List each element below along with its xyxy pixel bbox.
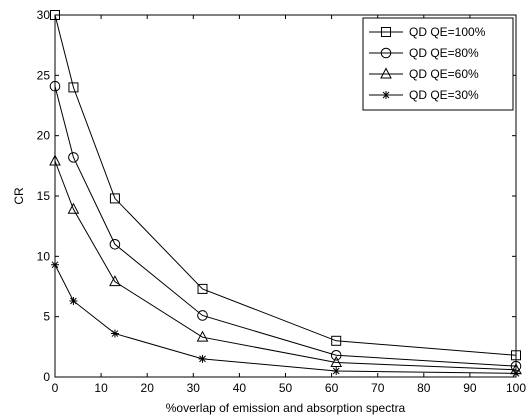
data-point-square bbox=[68, 82, 79, 93]
legend-label: QD QE=60% bbox=[409, 67, 479, 81]
data-point-square bbox=[331, 335, 342, 346]
y-tick-label: 25 bbox=[37, 68, 51, 82]
y-tick-label: 20 bbox=[37, 129, 51, 143]
x-tick-label: 90 bbox=[463, 381, 477, 395]
legend-marker-square bbox=[381, 27, 391, 37]
y-tick-label: 15 bbox=[37, 189, 51, 203]
data-point-square bbox=[511, 350, 521, 361]
x-tick-label: 20 bbox=[141, 381, 155, 395]
series-line bbox=[54, 14, 517, 356]
tick-labels: 0 10 20 30 40 50 60 70 80 90 100 0 5 10 15 20 25 30 bbox=[37, 8, 527, 395]
data-point-star bbox=[69, 296, 78, 305]
legend-marker-circle bbox=[380, 47, 392, 59]
data-point-triangle bbox=[109, 275, 121, 287]
x-axis-label: %overlap of emission and absorption spec… bbox=[166, 401, 406, 415]
data-point-star bbox=[110, 329, 119, 338]
x-tick-label: 40 bbox=[233, 381, 247, 395]
x-tick-label: 30 bbox=[187, 381, 201, 395]
legend-item: QD QE=30% bbox=[369, 88, 479, 102]
data-point-star bbox=[51, 260, 59, 269]
data-point-circle bbox=[197, 310, 208, 321]
x-tick-label: 50 bbox=[279, 381, 293, 395]
data-point-triangle bbox=[67, 202, 80, 214]
data-point-square bbox=[109, 193, 120, 204]
y-tick-label: 30 bbox=[37, 8, 51, 22]
y-tick-label: 0 bbox=[43, 370, 50, 384]
x-tick-label: 100 bbox=[506, 381, 526, 395]
x-tick-label: 10 bbox=[94, 381, 108, 395]
data-point-circle bbox=[330, 349, 342, 361]
data-point-square bbox=[197, 283, 208, 294]
series-line bbox=[54, 264, 517, 374]
y-axis-label: CR bbox=[12, 187, 26, 205]
data-point-square bbox=[50, 10, 60, 20]
series-line bbox=[54, 160, 517, 371]
data-point-star bbox=[198, 354, 207, 363]
data-point-triangle bbox=[196, 330, 209, 342]
data-point-circle bbox=[49, 80, 61, 92]
series-line bbox=[54, 86, 517, 367]
legend-label: QD QE=80% bbox=[409, 46, 479, 60]
x-tick-label: 80 bbox=[417, 381, 431, 395]
data-point-star bbox=[512, 369, 520, 378]
series-layer bbox=[49, 10, 522, 378]
data-point-star bbox=[332, 366, 341, 375]
data-point-triangle bbox=[330, 355, 343, 368]
series-4 bbox=[51, 260, 520, 378]
data-point-circle bbox=[68, 152, 79, 163]
x-tick-label: 0 bbox=[52, 381, 59, 395]
legend-marker-star bbox=[382, 91, 390, 99]
data-point-circle bbox=[109, 238, 121, 250]
legend-marker-triangle bbox=[380, 67, 392, 79]
x-tick-label: 70 bbox=[371, 381, 385, 395]
y-tick-label: 5 bbox=[43, 310, 50, 324]
data-point-triangle bbox=[49, 154, 61, 166]
legend-item: QD QE=80% bbox=[369, 46, 479, 60]
legend-item: QD QE=100% bbox=[369, 25, 486, 39]
legend-item: QD QE=60% bbox=[369, 67, 479, 81]
legend-label: QD QE=100% bbox=[409, 25, 486, 39]
y-tick-label: 10 bbox=[37, 249, 51, 263]
series-1 bbox=[50, 10, 521, 361]
x-tick-label: 60 bbox=[325, 381, 339, 395]
legend-label: QD QE=30% bbox=[409, 88, 479, 102]
legend: QD QE=100% QD QE=80% QD QE=60% QD QE=30% bbox=[362, 17, 514, 111]
